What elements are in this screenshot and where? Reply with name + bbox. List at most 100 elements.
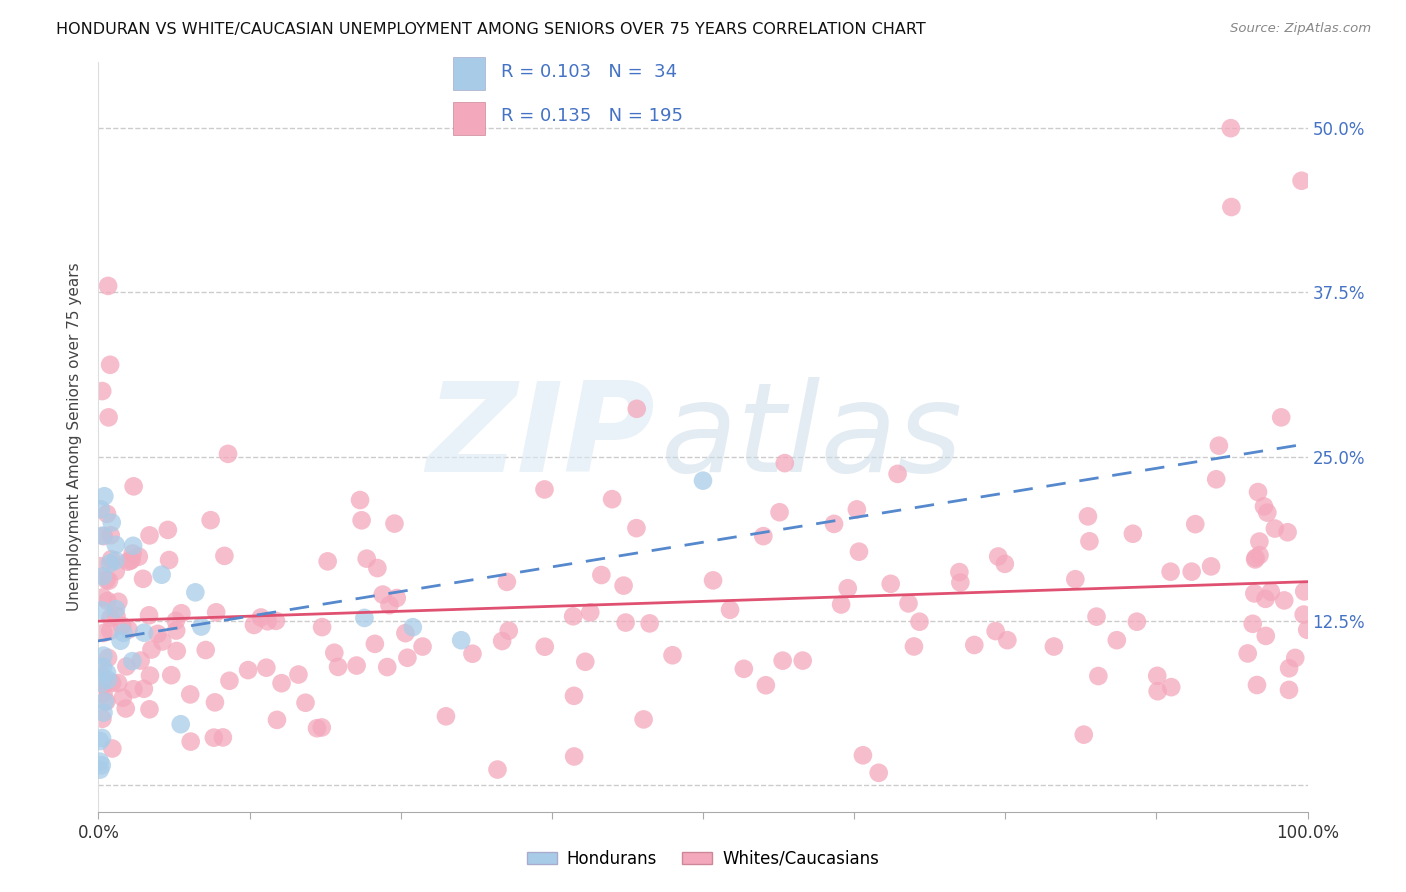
Point: [830, 598, 852, 612]
Point: [165, 624, 187, 638]
Point: [157, 553, 180, 567]
Point: [180, 734, 202, 748]
Point: [491, 634, 513, 648]
Point: [89, 763, 111, 777]
Point: [96, 507, 118, 521]
Point: [396, 650, 419, 665]
Point: [1292, 607, 1315, 622]
Point: [138, 702, 160, 716]
Point: [105, 609, 128, 624]
Point: [294, 696, 316, 710]
Point: [91, 591, 114, 605]
Point: [129, 654, 152, 668]
Point: [89, 684, 111, 698]
Point: [1254, 591, 1277, 606]
Point: [121, 654, 143, 668]
Point: [897, 596, 920, 610]
Point: [823, 516, 845, 531]
Text: HONDURAN VS WHITE/CAUCASIAN UNEMPLOYMENT AMONG SENIORS OVER 75 YEARS CORRELATION: HONDURAN VS WHITE/CAUCASIAN UNEMPLOYMENT…: [56, 22, 927, 37]
Point: [104, 553, 127, 567]
Point: [122, 539, 145, 553]
Point: [1146, 669, 1168, 683]
Point: [1160, 565, 1182, 579]
Point: [1181, 565, 1204, 579]
Point: [121, 552, 143, 566]
Point: [353, 611, 375, 625]
Point: [120, 554, 142, 568]
Point: [111, 690, 134, 705]
Point: [394, 626, 416, 640]
Point: [91, 529, 114, 543]
Point: [94, 694, 117, 708]
Point: [256, 615, 278, 629]
Point: [755, 678, 778, 692]
Point: [1294, 584, 1316, 599]
Point: [1278, 661, 1301, 675]
Point: [270, 676, 292, 690]
Point: [243, 618, 266, 632]
Point: [98, 557, 121, 571]
Point: [848, 544, 870, 558]
Point: [311, 721, 333, 735]
Point: [626, 401, 648, 416]
Point: [948, 565, 970, 579]
Point: [412, 640, 434, 654]
Point: [93, 677, 115, 691]
Point: [574, 655, 596, 669]
Point: [326, 660, 349, 674]
Point: [107, 676, 129, 690]
Point: [346, 658, 368, 673]
Point: [212, 731, 235, 745]
Point: [1122, 526, 1144, 541]
Point: [1249, 548, 1271, 562]
Point: [122, 682, 145, 697]
Point: [250, 610, 273, 624]
Point: [378, 598, 401, 612]
Point: [1077, 509, 1099, 524]
Point: [111, 619, 134, 633]
Text: atlas: atlas: [661, 376, 963, 498]
Point: [114, 701, 136, 715]
Point: [1253, 500, 1275, 514]
Point: [104, 564, 127, 578]
Point: [141, 642, 163, 657]
Point: [121, 546, 143, 560]
Point: [626, 521, 648, 535]
Point: [461, 647, 484, 661]
Point: [1199, 559, 1222, 574]
Point: [1256, 506, 1278, 520]
Point: [90, 676, 112, 690]
Point: [385, 591, 408, 605]
Point: [104, 602, 127, 616]
Point: [903, 640, 925, 654]
Point: [96, 694, 118, 708]
Point: [254, 661, 277, 675]
Point: [139, 668, 162, 682]
Point: [117, 623, 139, 637]
Point: [93, 687, 115, 701]
Point: [97, 574, 120, 588]
Point: [97, 410, 120, 425]
Point: [1126, 615, 1149, 629]
Point: [166, 644, 188, 658]
Point: [93, 489, 115, 503]
Point: [1236, 647, 1258, 661]
Point: [350, 513, 373, 527]
Point: [97, 279, 120, 293]
Point: [768, 505, 790, 519]
Point: [718, 603, 741, 617]
Point: [1244, 550, 1267, 565]
Point: [879, 576, 901, 591]
Point: [364, 637, 387, 651]
Point: [170, 717, 193, 731]
Point: [100, 552, 122, 566]
Y-axis label: Unemployment Among Seniors over 75 years: Unemployment Among Seniors over 75 years: [67, 263, 83, 611]
Point: [91, 659, 114, 673]
Point: [375, 660, 398, 674]
Point: [101, 741, 124, 756]
Point: [89, 665, 111, 680]
Point: [214, 549, 236, 563]
Point: [600, 492, 623, 507]
Point: [97, 650, 120, 665]
Point: [184, 585, 207, 599]
